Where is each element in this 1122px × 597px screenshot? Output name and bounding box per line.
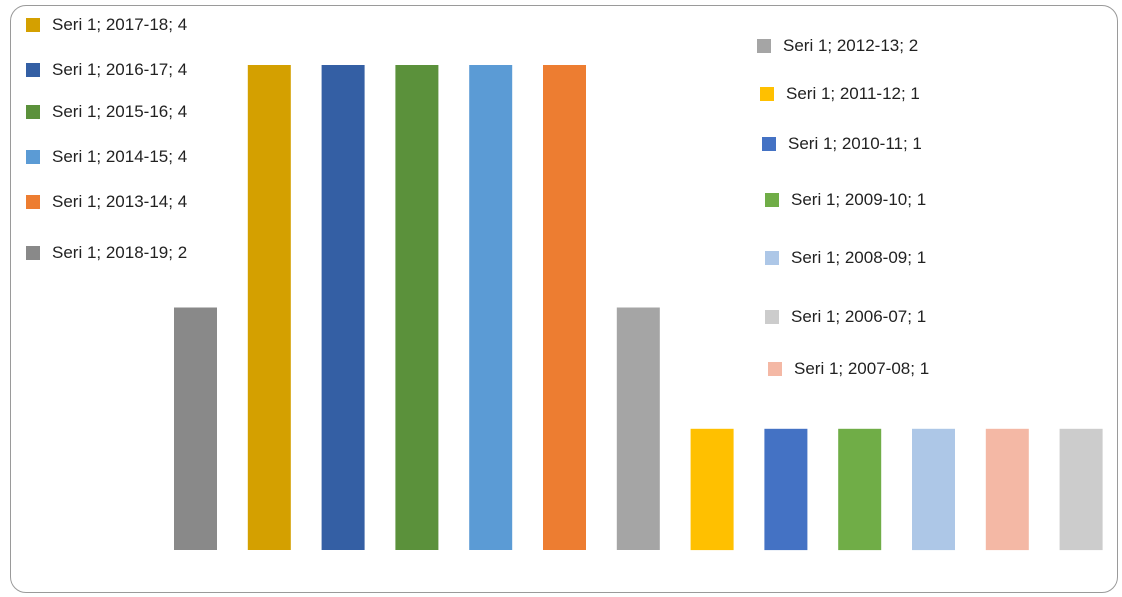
legend-item-2017-18: Seri 1; 2017-18; 4 xyxy=(26,15,187,35)
legend-swatch xyxy=(26,105,40,119)
legend-item-2016-17: Seri 1; 2016-17; 4 xyxy=(26,60,187,80)
bar-2014-15 xyxy=(469,65,513,550)
bar-2010-11 xyxy=(764,428,808,551)
legend-label: Seri 1; 2006-07; 1 xyxy=(791,307,927,326)
legend-item-2015-16: Seri 1; 2015-16; 4 xyxy=(26,102,187,122)
bar-2008-09 xyxy=(912,428,955,551)
legend-item-2009-10: Seri 1; 2009-10; 1 xyxy=(765,190,926,210)
legend-label: Seri 1; 2018-19; 2 xyxy=(52,243,188,262)
legend-swatch xyxy=(26,195,40,209)
legend-item-2010-11: Seri 1; 2010-11; 1 xyxy=(762,134,922,154)
legend-item-2012-13: Seri 1; 2012-13; 2 xyxy=(757,36,918,56)
legend-swatch xyxy=(765,193,779,207)
legend-swatch xyxy=(26,18,40,32)
legend-label: Seri 1; 2017-18; 4 xyxy=(52,15,188,34)
bar-2015-16 xyxy=(395,65,439,550)
legend-item-2013-14: Seri 1; 2013-14; 4 xyxy=(26,192,187,212)
legend-label: Seri 1; 2009-10; 1 xyxy=(791,190,927,209)
legend-label: Seri 1; 2013-14; 4 xyxy=(52,192,188,211)
legend-label: Seri 1; 2011-12; 1 xyxy=(786,84,920,103)
legend-label: Seri 1; 2007-08; 1 xyxy=(794,359,930,378)
bar-2013-14 xyxy=(543,65,586,550)
legend-item-2014-15: Seri 1; 2014-15; 4 xyxy=(26,147,187,167)
legend-swatch xyxy=(26,246,40,260)
bar-2012-13 xyxy=(616,307,660,550)
legend-swatch xyxy=(768,362,782,376)
legend-label: Seri 1; 2015-16; 4 xyxy=(52,102,188,121)
legend-swatch xyxy=(757,39,771,53)
legend-swatch xyxy=(765,310,779,324)
legend-label: Seri 1; 2010-11; 1 xyxy=(788,134,922,153)
legend-label: Seri 1; 2012-13; 2 xyxy=(783,36,919,55)
bar-2017-18 xyxy=(247,65,291,550)
legend-label: Seri 1; 2016-17; 4 xyxy=(52,60,188,79)
legend-item-2018-19: Seri 1; 2018-19; 2 xyxy=(26,243,187,263)
legend-swatch xyxy=(26,63,40,77)
legend-item-2011-12: Seri 1; 2011-12; 1 xyxy=(760,84,920,104)
legend-item-2007-08: Seri 1; 2007-08; 1 xyxy=(768,359,929,379)
bar-2009-10 xyxy=(838,428,882,551)
legend-label: Seri 1; 2014-15; 4 xyxy=(52,147,188,166)
legend-swatch xyxy=(26,150,40,164)
bar-2018-19 xyxy=(174,307,217,550)
bar-2006-07 xyxy=(1059,428,1103,551)
legend-item-2006-07: Seri 1; 2006-07; 1 xyxy=(765,307,926,327)
legend-swatch xyxy=(760,87,774,101)
bar-2007-08 xyxy=(985,428,1029,551)
legend-label: Seri 1; 2008-09; 1 xyxy=(791,248,927,267)
legend-swatch xyxy=(765,251,779,265)
legend-swatch xyxy=(762,137,776,151)
bar-2011-12 xyxy=(690,428,734,551)
bar-2016-17 xyxy=(321,65,365,550)
legend-item-2008-09: Seri 1; 2008-09; 1 xyxy=(765,248,926,268)
